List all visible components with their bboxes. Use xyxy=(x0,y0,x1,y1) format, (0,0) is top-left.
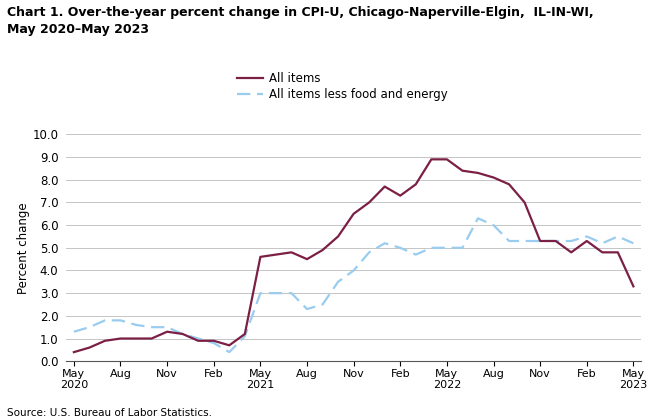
All items less food and energy xyxy=(178,331,186,336)
All items less food and energy xyxy=(288,291,295,296)
All items xyxy=(350,211,358,216)
All items xyxy=(567,250,575,255)
All items less food and energy xyxy=(381,241,389,246)
Text: Source: U.S. Bureau of Labor Statistics.: Source: U.S. Bureau of Labor Statistics. xyxy=(7,408,212,418)
All items less food and energy xyxy=(459,245,467,250)
All items less food and energy xyxy=(412,252,420,257)
All items less food and energy xyxy=(474,216,482,221)
All items less food and energy xyxy=(366,250,373,255)
All items less food and energy xyxy=(70,329,78,334)
All items xyxy=(178,331,186,336)
Line: All items: All items xyxy=(74,159,633,352)
All items less food and energy xyxy=(552,239,560,244)
All items xyxy=(505,182,513,187)
All items xyxy=(459,168,467,173)
All items less food and energy xyxy=(583,234,591,239)
All items xyxy=(428,157,436,162)
All items less food and energy xyxy=(225,349,233,354)
All items less food and energy xyxy=(303,307,311,312)
All items xyxy=(583,239,591,244)
All items xyxy=(536,239,544,244)
All items less food and energy xyxy=(319,302,327,307)
All items xyxy=(490,175,498,180)
All items xyxy=(147,336,155,341)
All items xyxy=(443,157,451,162)
All items less food and energy xyxy=(256,291,264,296)
All items less food and energy xyxy=(521,239,529,244)
All items less food and energy xyxy=(85,325,93,330)
Text: Chart 1. Over-the-year percent change in CPI-U, Chicago-Naperville-Elgin,  IL-IN: Chart 1. Over-the-year percent change in… xyxy=(7,6,593,19)
All items xyxy=(412,182,420,187)
All items xyxy=(272,252,280,257)
All items less food and energy xyxy=(132,323,140,328)
All items xyxy=(85,345,93,350)
All items xyxy=(397,193,405,198)
All items less food and energy xyxy=(194,336,202,341)
All items less food and energy xyxy=(443,245,451,250)
Line: All items less food and energy: All items less food and energy xyxy=(74,218,633,352)
All items xyxy=(552,239,560,244)
All items xyxy=(210,338,217,343)
All items xyxy=(132,336,140,341)
All items less food and energy xyxy=(272,291,280,296)
All items less food and energy xyxy=(350,268,358,273)
All items xyxy=(319,247,327,252)
All items xyxy=(598,250,606,255)
All items xyxy=(101,338,109,343)
All items xyxy=(521,200,529,205)
All items xyxy=(303,257,311,262)
All items less food and energy xyxy=(101,318,109,323)
All items xyxy=(474,171,482,176)
All items less food and energy xyxy=(536,239,544,244)
All items xyxy=(241,331,249,336)
All items xyxy=(288,250,295,255)
All items less food and energy xyxy=(241,334,249,339)
All items less food and energy xyxy=(505,239,513,244)
All items xyxy=(381,184,389,189)
All items xyxy=(256,255,264,260)
All items less food and energy xyxy=(163,325,171,330)
All items xyxy=(629,284,637,289)
All items xyxy=(614,250,622,255)
All items less food and energy xyxy=(598,241,606,246)
All items less food and energy xyxy=(210,341,217,346)
All items less food and energy xyxy=(397,245,405,250)
All items xyxy=(70,349,78,354)
All items xyxy=(225,343,233,348)
All items less food and energy xyxy=(629,241,637,246)
All items xyxy=(116,336,124,341)
All items less food and energy xyxy=(567,239,575,244)
All items less food and energy xyxy=(116,318,124,323)
All items less food and energy xyxy=(334,279,342,284)
All items xyxy=(366,200,373,205)
Y-axis label: Percent change: Percent change xyxy=(17,202,30,294)
Text: May 2020–May 2023: May 2020–May 2023 xyxy=(7,23,149,36)
All items xyxy=(194,338,202,343)
All items less food and energy xyxy=(428,245,436,250)
All items less food and energy xyxy=(147,325,155,330)
Legend: All items, All items less food and energy: All items, All items less food and energ… xyxy=(237,72,447,101)
All items xyxy=(163,329,171,334)
All items xyxy=(334,234,342,239)
All items less food and energy xyxy=(490,223,498,228)
All items less food and energy xyxy=(614,234,622,239)
